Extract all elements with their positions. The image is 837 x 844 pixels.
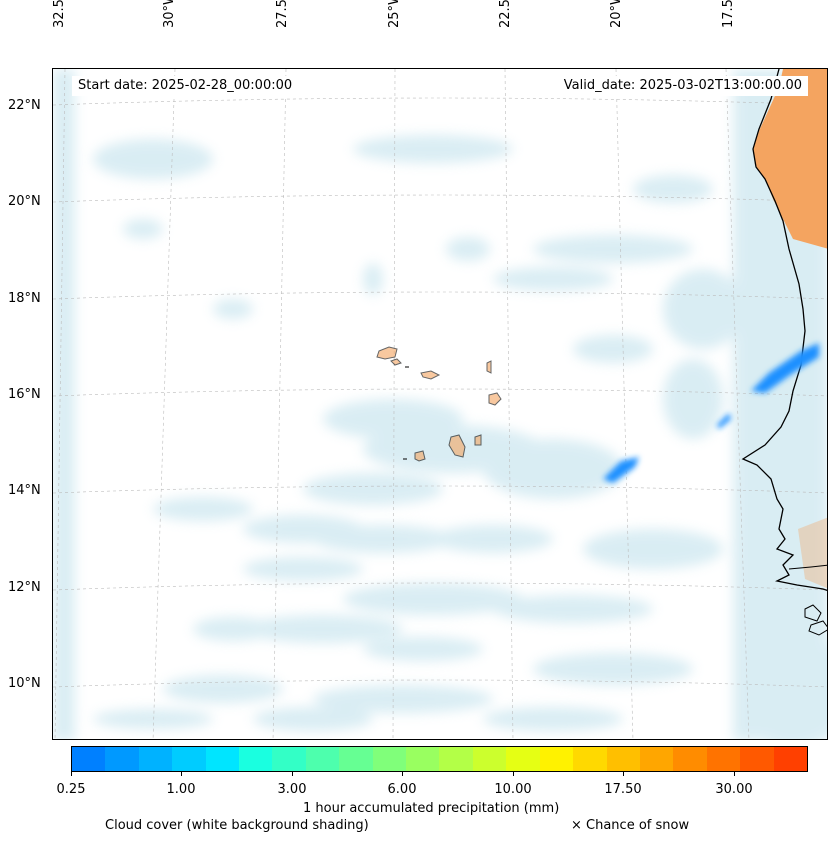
colorbar-segment [506,747,540,771]
colorbar-segment [606,747,640,771]
colorbar-segment [272,747,306,771]
colorbar-segment [406,747,440,771]
precipitation-layer [603,343,819,483]
latitude-label-10n: 10°N [8,676,41,691]
colorbar-segment [72,747,106,771]
weather-map [52,68,828,740]
latitude-label-14n: 14°N [8,483,41,498]
latitude-label-12n: 12°N [8,580,41,595]
colorbar-tick [513,772,514,776]
island-santo-antao [376,346,398,360]
colorbar-segment [472,747,507,771]
colorbar-label-10-00: 10.00 [494,782,532,797]
island-boa-vista [488,392,502,406]
colorbar-tick [292,772,293,776]
precipitation-colorbar [71,746,808,772]
island-sao-vicente [390,358,402,366]
cloud-cover-caption: Cloud cover (white background shading) [105,818,369,833]
colorbar-segment [239,747,273,771]
colorbar-segment [439,747,473,771]
colorbar-segment [339,747,373,771]
longitude-label-22-5w: 22.5°W [498,0,513,28]
valid-date-label: Valid_date: 2025-03-02T13:00:00.00 [557,76,808,96]
colorbar-segment [639,747,674,771]
graticule [53,69,827,739]
longitude-label-27-5w: 27.5°W [275,0,290,28]
colorbar-label-3-00: 3.00 [277,782,307,797]
colorbar-segment [539,747,574,771]
colorbar-label-30-00: 30.00 [715,782,753,797]
colorbar-segment [172,747,206,771]
island-santiago [448,434,466,458]
island-fogo [414,450,426,462]
colorbar-segment [673,747,707,771]
colorbar-label-0-25: 0.25 [56,782,86,797]
latitude-label-22n: 22°N [8,98,41,113]
colorbar-tick [71,772,72,776]
colorbar-label-6-00: 6.00 [387,782,417,797]
colorbar-segment [706,747,741,771]
longitude-label-17-5w: 17.5°W [721,0,736,28]
colorbar-label-17-50: 17.50 [604,782,642,797]
colorbar-tick [181,772,182,776]
colorbar-tick [734,772,735,776]
longitude-label-32-5w: 32.5°W [52,0,67,28]
snow-chance-caption: × Chance of snow [571,818,690,833]
island-sal [486,360,492,374]
start-date-label: Start date: 2025-02-28_00:00:00 [72,76,299,96]
island-maio [474,434,482,446]
colorbar-segment [205,747,240,771]
mainland-africa [741,69,827,636]
colorbar-segment [773,747,807,771]
colorbar-label-1-00: 1.00 [166,782,196,797]
latitude-label-18n: 18°N [8,291,41,306]
cloud-cover-layer [53,69,827,739]
colorbar-segment [573,747,607,771]
colorbar-tick [402,772,403,776]
colorbar-segment [138,747,173,771]
longitude-label-25w: 25°W [387,0,402,28]
latitude-label-16n: 16°N [8,387,41,402]
colorbar-segment [105,747,139,771]
latitude-label-20n: 20°N [8,194,41,209]
longitude-label-30w: 30°W [162,0,177,28]
map-canvas [53,69,827,739]
colorbar-segment [372,747,407,771]
colorbar-tick [623,772,624,776]
cape-verde-islands [376,346,502,462]
colorbar-segment [740,747,774,771]
longitude-label-20w: 20°W [609,0,624,28]
island-sao-nicolau [420,370,441,380]
colorbar-segment [305,747,340,771]
colorbar-title: 1 hour accumulated precipitation (mm) [303,801,560,816]
